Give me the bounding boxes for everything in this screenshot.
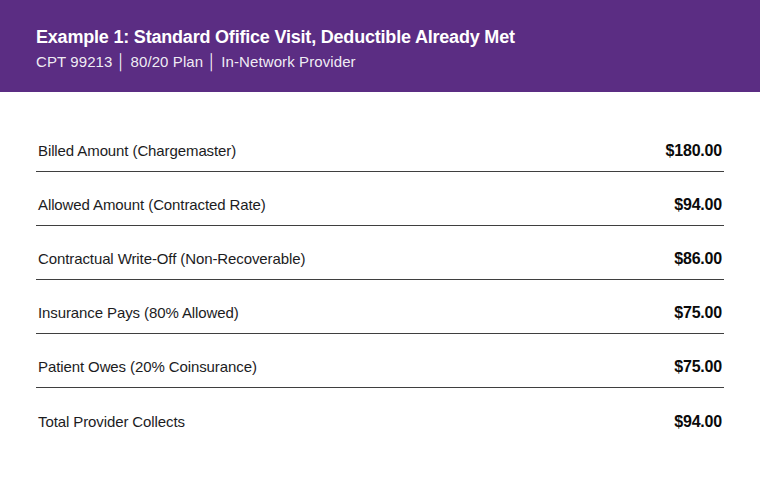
table-row: Contractual Write-Off (Non-Recoverable) … <box>36 226 724 280</box>
page-title: Example 1: Standard Ofifice Visit, Deduc… <box>36 26 724 48</box>
example-panel: Example 1: Standard Ofifice Visit, Deduc… <box>0 0 760 500</box>
row-label: Patient Owes (20% Coinsurance) <box>38 358 257 376</box>
cost-breakdown-table: Billed Amount (Chargemaster) $180.00 All… <box>0 92 760 442</box>
row-value: $94.00 <box>674 196 722 214</box>
table-row: Insurance Pays (80% Allowed) $75.00 <box>36 280 724 334</box>
row-value: $86.00 <box>674 250 722 268</box>
row-label: Insurance Pays (80% Allowed) <box>38 304 239 322</box>
row-value: $75.00 <box>674 304 722 322</box>
row-label: Total Provider Collects <box>38 413 185 431</box>
row-value: $94.00 <box>674 413 722 431</box>
page-subtitle: CPT 99213 │ 80/20 Plan │ In-Network Prov… <box>36 52 724 72</box>
table-row: Billed Amount (Chargemaster) $180.00 <box>36 118 724 172</box>
row-value: $180.00 <box>666 142 722 160</box>
row-label: Allowed Amount (Contracted Rate) <box>38 196 266 214</box>
row-label: Contractual Write-Off (Non-Recoverable) <box>38 250 305 268</box>
row-value: $75.00 <box>674 358 722 376</box>
row-label: Billed Amount (Chargemaster) <box>38 142 236 160</box>
header-banner: Example 1: Standard Ofifice Visit, Deduc… <box>0 0 760 92</box>
table-row: Total Provider Collects $94.00 <box>36 388 724 442</box>
table-row: Allowed Amount (Contracted Rate) $94.00 <box>36 172 724 226</box>
table-row: Patient Owes (20% Coinsurance) $75.00 <box>36 334 724 388</box>
